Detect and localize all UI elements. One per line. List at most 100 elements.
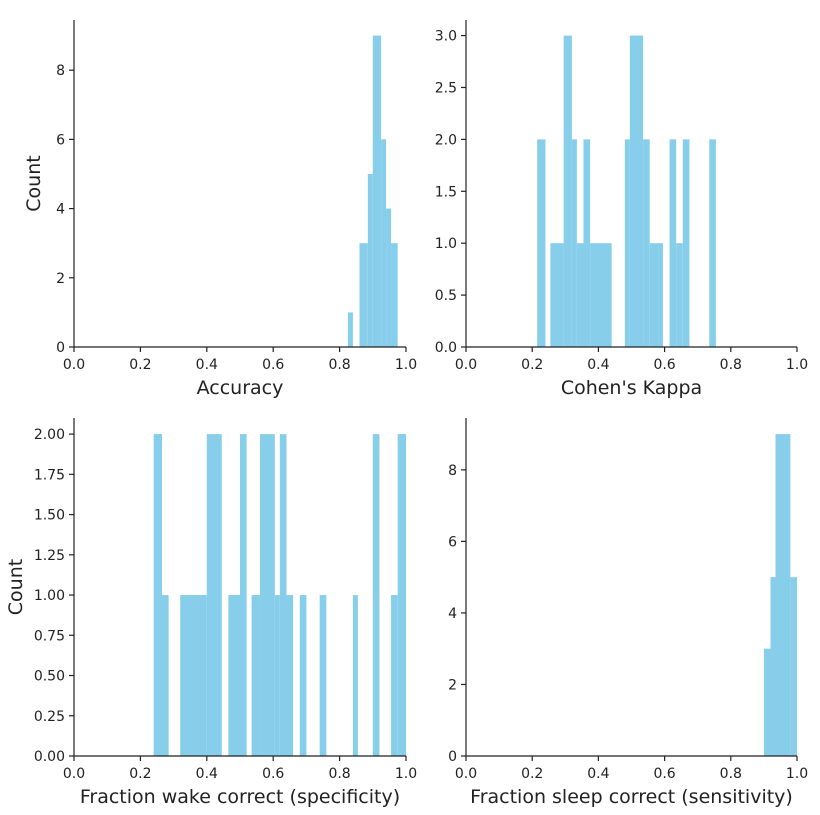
specificity-bar-16: [397, 434, 406, 756]
accuracy-bar-0: [347, 312, 353, 347]
accuracy-xtick-label: 0.0: [63, 357, 85, 373]
specificity-ytick-label: 1.75: [34, 467, 65, 483]
specificity-bar-0: [153, 434, 162, 756]
specificity-xtick-label: 0.0: [63, 766, 85, 782]
accuracy-bar-4: [381, 139, 387, 347]
specificity-bar-11: [299, 595, 307, 756]
histogram-specificity: 0.0 0.2 0.4 0.6 0.8 1.0 0.00 0.25 0.50 0.75 1.00 1.…: [5, 418, 417, 808]
specificity-bar-2: [180, 595, 207, 756]
kappa-xtick-label: 0.2: [521, 357, 543, 373]
histogram-kappa: 0.0 0.2 0.4 0.6 0.8 1.0 0.0 0.5 1.0 1.5 2.0 2.5 3.0 C…: [435, 20, 808, 399]
histogram-sensitivity: 0.0 0.2 0.4 0.6 0.8 1.0 0 2 4 6 8 Fraction sleep co…: [448, 418, 808, 808]
kappa-ytick-label: 3.0: [435, 29, 457, 45]
sensitivity-bar-2: [775, 434, 791, 756]
kappa-bar-10: [649, 243, 663, 347]
accuracy-ytick-label: 0: [56, 340, 65, 356]
specificity-ytick-label: 0.75: [34, 628, 65, 644]
kappa-xtick-label: 0.8: [720, 357, 742, 373]
specificity-xtick-label: 0.6: [262, 766, 284, 782]
specificity-ylabel: Count: [5, 559, 27, 615]
accuracy-xtick-label: 0.4: [196, 357, 218, 373]
accuracy-ytick-label: 4: [56, 202, 65, 218]
accuracy-bar-1: [359, 243, 368, 347]
specificity-bar-8: [274, 595, 280, 756]
accuracy-xtick-label: 0.8: [328, 357, 350, 373]
specificity-bar-14: [372, 434, 380, 756]
accuracy-ytick-label: 2: [56, 271, 65, 287]
specificity-ytick-label: 1.25: [34, 548, 65, 564]
kappa-bar-8: [629, 35, 644, 347]
specificity-bar-3: [206, 434, 222, 756]
accuracy-bar-3: [372, 35, 382, 347]
specificity-xtick-label: 0.4: [196, 766, 218, 782]
specificity-ytick-label: 2.00: [34, 427, 65, 443]
specificity-ytick-label: 0.25: [34, 709, 65, 725]
histogram-accuracy: 0.0 0.2 0.4 0.6 0.8 1.0 0 2 4 6 8 Accuracy Count: [23, 20, 417, 399]
kappa-xtick-label: 0.0: [455, 357, 477, 373]
sensitivity-bar-0: [763, 648, 771, 756]
specificity-ytick-label: 1.50: [34, 508, 65, 524]
specificity-bar-15: [391, 595, 398, 756]
kappa-bar-12: [676, 243, 683, 347]
specificity-ytick-label: 0.50: [34, 669, 65, 685]
accuracy-xtick-label: 0.2: [129, 357, 151, 373]
kappa-bar-5: [583, 139, 591, 347]
specificity-xtick-label: 0.8: [328, 766, 350, 782]
specificity-bar-10: [286, 595, 294, 756]
kappa-bar-13: [682, 139, 690, 347]
kappa-xtick-label: 1.0: [786, 357, 808, 373]
specificity-xlabel: Fraction wake correct (specificity): [80, 786, 400, 808]
sensitivity-xtick-label: 0.8: [720, 766, 742, 782]
specificity-bar-4: [228, 595, 240, 756]
accuracy-bar-5: [386, 208, 392, 347]
sensitivity-axes: [465, 418, 797, 757]
kappa-bar-9: [643, 139, 650, 347]
sensitivity-xtick-label: 0.6: [653, 766, 675, 782]
specificity-bar-9: [279, 434, 287, 756]
sensitivity-ytick-label: 4: [448, 606, 457, 622]
accuracy-bar-2: [367, 173, 373, 347]
sensitivity-ytick-label: 8: [448, 463, 457, 479]
sensitivity-ytick-label: 0: [448, 749, 457, 765]
accuracy-ylabel: Count: [23, 155, 45, 211]
specificity-bar-1: [161, 595, 169, 756]
kappa-ytick-label: 1.0: [435, 236, 457, 252]
kappa-ytick-label: 1.5: [435, 184, 457, 200]
kappa-bar-3: [571, 139, 577, 347]
sensitivity-bar-1: [770, 577, 776, 756]
specificity-bar-5: [240, 434, 247, 756]
accuracy-bar-6: [391, 243, 398, 347]
accuracy-ytick-label: 6: [56, 132, 65, 148]
sensitivity-ytick-label: 6: [448, 534, 457, 550]
kappa-xtick-label: 0.4: [587, 357, 609, 373]
specificity-ytick-label: 1.00: [34, 588, 65, 604]
kappa-ytick-label: 2.5: [435, 80, 457, 96]
specificity-bar-13: [352, 595, 358, 756]
kappa-bar-7: [624, 139, 630, 347]
kappa-ytick-label: 0.0: [435, 340, 457, 356]
accuracy-ytick-label: 8: [56, 63, 65, 79]
sensitivity-ytick-label: 2: [448, 677, 457, 693]
specificity-bar-6: [251, 595, 260, 756]
sensitivity-bar-3: [790, 577, 797, 756]
specificity-ytick-label: 0.00: [34, 749, 65, 765]
accuracy-xtick-label: 0.6: [262, 357, 284, 373]
kappa-xlabel: Cohen's Kappa: [561, 377, 702, 399]
kappa-ytick-label: 0.5: [435, 288, 457, 304]
sensitivity-xtick-label: 1.0: [786, 766, 808, 782]
sensitivity-xlabel: Fraction sleep correct (sensitivity): [470, 786, 793, 808]
sensitivity-xtick-label: 0.0: [455, 766, 477, 782]
accuracy-axes: [73, 20, 406, 348]
specificity-bar-7: [259, 434, 275, 756]
accuracy-xlabel: Accuracy: [197, 377, 284, 399]
kappa-bar-14: [709, 139, 716, 347]
kappa-xtick-label: 0.6: [653, 357, 675, 373]
specificity-xtick-label: 0.2: [129, 766, 151, 782]
sensitivity-xtick-label: 0.2: [521, 766, 543, 782]
accuracy-xtick-label: 1.0: [395, 357, 417, 373]
kappa-bar-1: [550, 243, 564, 347]
kappa-bar-2: [563, 35, 572, 347]
kappa-bar-11: [669, 139, 677, 347]
sensitivity-xtick-label: 0.4: [587, 766, 609, 782]
